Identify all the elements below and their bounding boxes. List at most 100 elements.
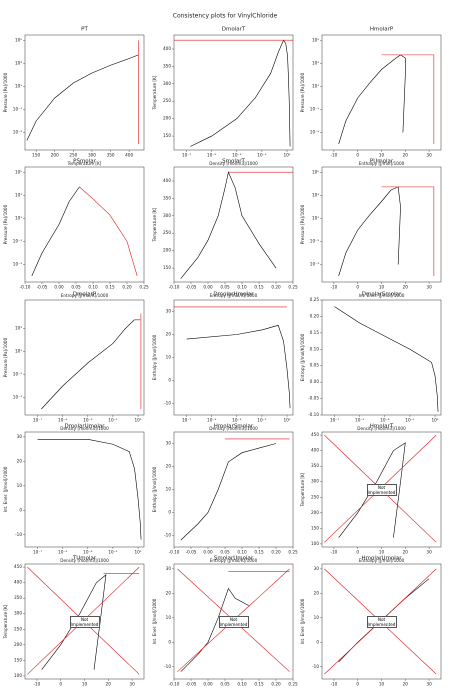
- y-tick-label: 250: [163, 230, 171, 235]
- y-tick-label: 10⁻¹: [13, 371, 23, 376]
- plot-frame: [24, 299, 145, 416]
- x-tick-label: 0.05: [220, 682, 230, 687]
- y-tick-label: 10³: [312, 192, 319, 197]
- x-tick-label: 30: [426, 285, 432, 290]
- x-tick-label: 20: [403, 153, 409, 158]
- x-tick-label: 10⁻¹: [108, 418, 118, 423]
- y-tick-label: 350: [14, 595, 22, 600]
- series-line: [180, 587, 249, 672]
- series-line: [180, 443, 277, 541]
- y-tick-label: 450: [14, 564, 22, 569]
- x-tick-label: 0: [356, 550, 359, 555]
- x-tick-label: 10: [379, 682, 385, 687]
- x-axis-label: Density [mol/m3]/1000: [209, 161, 258, 166]
- x-tick-label: 0.20: [271, 550, 281, 555]
- y-tick-label: 100: [311, 541, 319, 546]
- x-axis-label: Entropy [J/mol/K]/1000: [61, 293, 109, 298]
- y-tick-label: 0.00: [310, 379, 320, 384]
- plot-frame: [173, 431, 294, 548]
- y-tick-label: 400: [163, 178, 171, 183]
- series-line: [41, 574, 107, 670]
- series-line: [26, 54, 139, 141]
- panel: HmolarSmolar Entropy [J/mol/K]/1000 Enthal…: [152, 424, 298, 564]
- x-tick-label: 20: [403, 285, 409, 290]
- y-axis-label: Temperature [K]: [152, 207, 157, 242]
- x-tick-label: 30: [426, 550, 432, 555]
- y-tick-label: 300: [311, 479, 319, 484]
- y-axis-label: Temperature [K]: [300, 472, 305, 507]
- y-tick-label: 10: [314, 615, 320, 620]
- y-tick-label: 300: [163, 213, 171, 218]
- y-tick-label: 10⁻¹: [310, 106, 320, 111]
- y-tick-label: 10³: [312, 60, 319, 65]
- y-tick-label: 30: [166, 441, 172, 446]
- y-axis-label: Entropy [J/mol/K]/1000: [300, 333, 305, 381]
- panel: PT Temperature [K] Pressure [Pa]/1000 150 20…: [3, 27, 145, 166]
- x-tick-label: 10⁻⁷: [182, 153, 192, 158]
- x-tick-label: 0.05: [71, 285, 81, 290]
- y-tick-label: 150: [311, 525, 319, 530]
- x-tick-label: 400: [125, 153, 133, 158]
- panel-title: HmolarP: [370, 27, 394, 33]
- y-tick-label: -0.05: [308, 396, 319, 401]
- y-tick-label: 0: [168, 378, 171, 383]
- panel-title: SmolarUmolar: [214, 556, 254, 562]
- y-axis-label: Int. Ener. [J/mol]/1000: [300, 598, 305, 644]
- panel: SmolarUmolarEntropy [J/mol/K]/1000 Int. E…: [152, 556, 298, 687]
- plot-frame: [173, 166, 294, 283]
- series-line: [381, 54, 435, 144]
- x-tick-label: 0: [356, 682, 359, 687]
- panel: TUmolarInt. Ener. [J/mol]/1000Temperatur…: [3, 556, 145, 687]
- panel-title: HmolarSmolar: [214, 424, 254, 430]
- series-line: [381, 186, 435, 276]
- x-tick-label: 0: [356, 285, 359, 290]
- x-tick-label: 30: [426, 682, 432, 687]
- series-line: [338, 442, 406, 538]
- y-tick-label: -10: [312, 664, 319, 669]
- plot-frame: [173, 563, 294, 680]
- y-tick-label: 10⁵: [312, 37, 319, 42]
- x-tick-label: 10⁻³: [83, 418, 93, 423]
- y-tick-label: 10¹: [312, 215, 319, 220]
- x-tick-label: 10⁻¹: [257, 153, 267, 158]
- plot-frame: [321, 299, 442, 416]
- annotation: Not Implemented: [366, 615, 397, 628]
- y-tick-label: -10: [164, 401, 171, 406]
- y-tick-label: 450: [311, 432, 319, 437]
- y-tick-label: 10³: [15, 192, 22, 197]
- annotation-box: Not Implemented: [366, 483, 397, 496]
- y-tick-label: 300: [14, 611, 22, 616]
- x-tick-label: 10⁻⁵: [58, 550, 68, 555]
- x-tick-label: 0.20: [271, 285, 281, 290]
- plot-frame: [24, 563, 145, 680]
- x-tick-label: 20: [403, 682, 409, 687]
- panel: DmolarP Density [mol/m3]/1000 Pressure [Pa…: [3, 292, 145, 431]
- y-tick-label: 10: [166, 487, 172, 492]
- y-axis-label: Pressure [Pa]/1000: [3, 72, 8, 112]
- y-tick-label: 20: [166, 464, 172, 469]
- y-tick-label: 20: [314, 590, 320, 595]
- y-tick-label: 10¹: [15, 348, 22, 353]
- y-tick-label: 10: [17, 483, 23, 488]
- x-tick-label: -10: [330, 285, 337, 290]
- y-tick-label: 250: [14, 626, 22, 631]
- x-tick-label: 0.25: [288, 285, 298, 290]
- series-line: [180, 171, 277, 279]
- y-tick-label: 200: [163, 248, 171, 253]
- x-tick-label: 300: [88, 153, 96, 158]
- x-tick-label: 0.15: [254, 285, 264, 290]
- x-tick-label: 30: [129, 682, 135, 687]
- plot-frame: [321, 166, 442, 283]
- panel: HmolarP Enthalpy [J/mol]/1000 Pressure [Pa…: [300, 27, 442, 166]
- x-tick-label: 0.10: [237, 682, 247, 687]
- panel: HmolarT Enthalpy [J/mol]/1000 Temperature …: [300, 424, 442, 563]
- x-tick-label: 30: [426, 153, 432, 158]
- panel-title: HmolarUmolar: [362, 556, 403, 562]
- x-axis-label: Enthalpy [J/mol]/1000: [359, 558, 405, 563]
- series-line: [79, 186, 138, 277]
- panel-title: SmolarT: [222, 159, 245, 165]
- x-tick-label: 10: [379, 285, 385, 290]
- series-line: [186, 324, 291, 409]
- x-tick-label: 10⁻⁷: [182, 418, 192, 423]
